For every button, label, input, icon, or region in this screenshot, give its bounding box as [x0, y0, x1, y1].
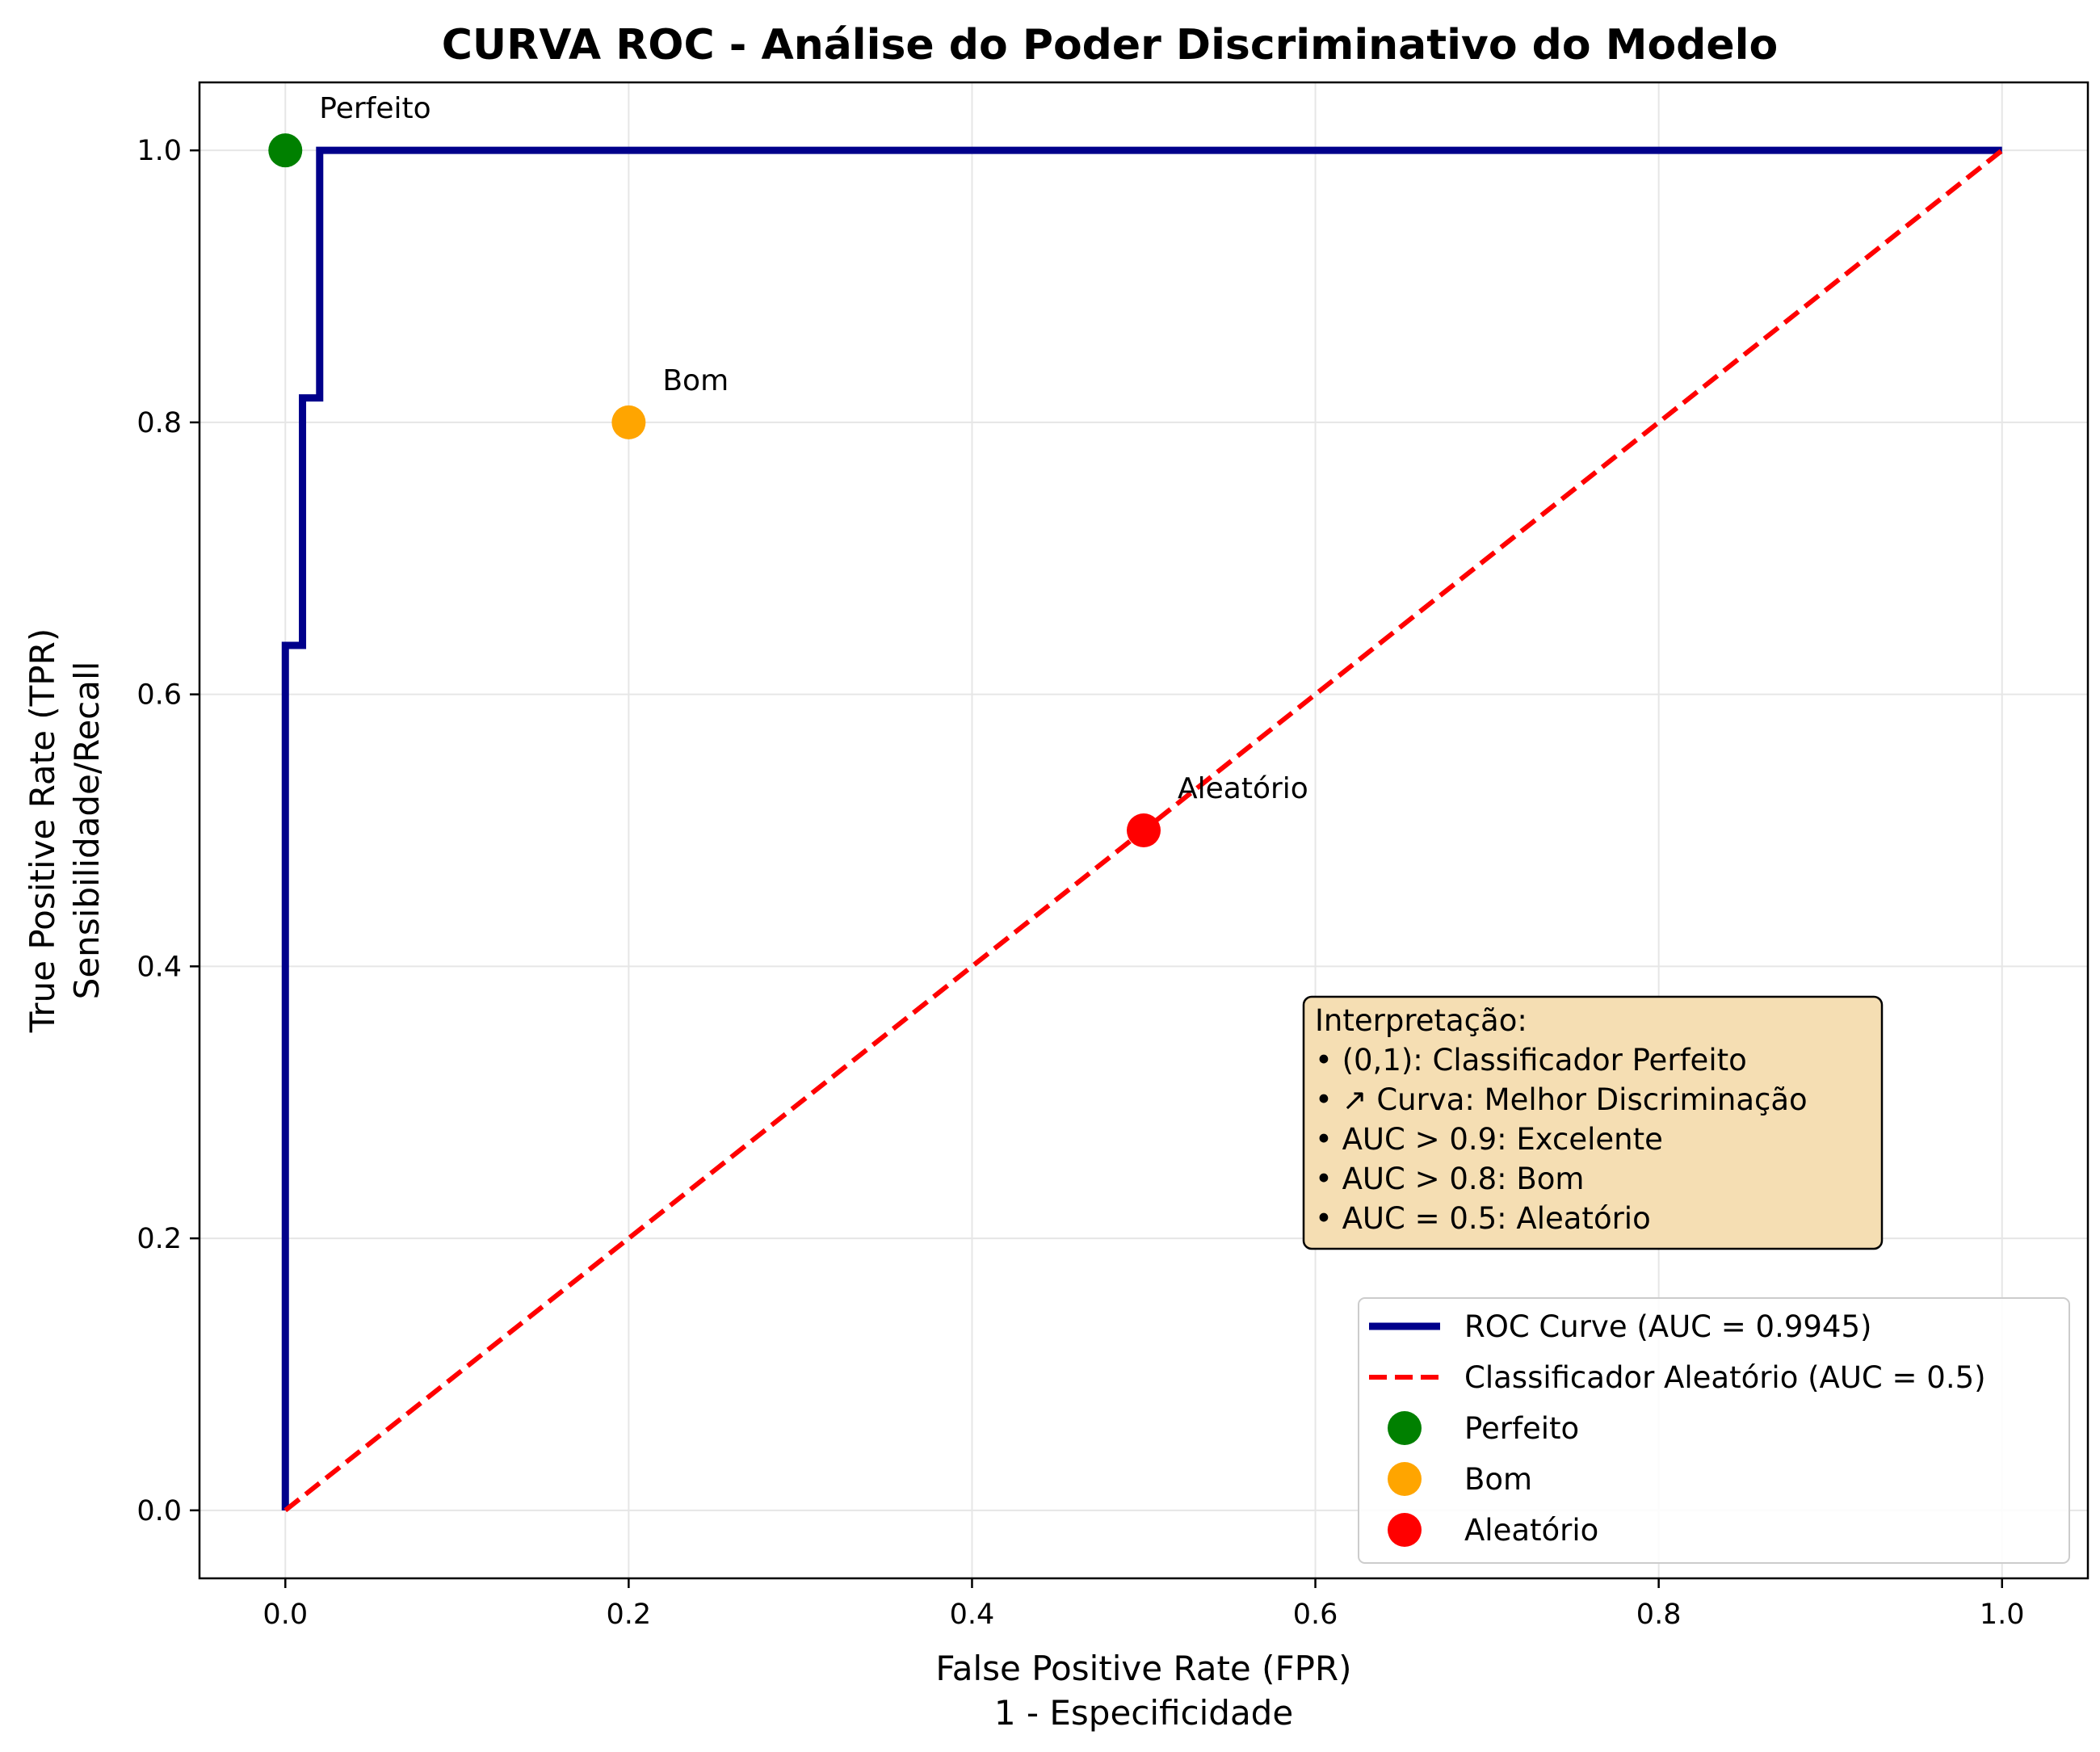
x-tick-label: 0.0 [262, 1599, 308, 1631]
roc-curve-line [281, 146, 2002, 1510]
point-bom [611, 405, 646, 439]
legend-frame [1358, 1297, 2070, 1564]
point-markers: Perfeito Bom Aleatório [268, 92, 1308, 847]
legend-label: Perfeito [1464, 1411, 1579, 1446]
x-axis-label-secondary: 1 - Especificidade [994, 1693, 1293, 1733]
legend-label: ROC Curve (AUC = 0.9945) [1464, 1309, 1871, 1344]
point-aleatrio [1127, 813, 1161, 847]
interpretation-box-background [1302, 995, 1884, 1250]
interpretation-line: • ↗ Curva: Melhor Discriminação [1315, 1082, 1808, 1117]
x-tick-label: 0.8 [1636, 1599, 1682, 1631]
y-tick-label: 0.0 [136, 1495, 182, 1527]
point-perfeito [268, 133, 303, 168]
y-tick-label: 0.2 [136, 1223, 182, 1255]
x-tick-label: 1.0 [1980, 1599, 2025, 1631]
interpretation-line: • AUC = 0.5: Aleatório [1315, 1201, 1651, 1236]
point-label: Aleatório [1178, 772, 1308, 805]
interpretation-line: • AUC > 0.9: Excelente [1315, 1122, 1663, 1157]
interpretation-box: Interpretação: • (0,1): Classificador Per… [1302, 995, 1884, 1250]
legend-swatch-point [1388, 1513, 1422, 1547]
x-tick-label: 0.4 [950, 1599, 995, 1631]
legend-label: Bom [1464, 1462, 1532, 1497]
x-axis: 0.0 0.2 0.4 0.6 0.8 1.0 [262, 1578, 2025, 1631]
legend-swatch-point [1388, 1411, 1422, 1445]
plot-frame [198, 81, 2090, 1580]
point-label: Perfeito [319, 92, 430, 125]
legend-swatch-point [1388, 1462, 1422, 1496]
y-tick-label: 1.0 [136, 135, 182, 167]
y-tick-label: 0.8 [136, 407, 182, 439]
y-tick-label: 0.4 [136, 951, 182, 983]
chart-title: CURVA ROC - Análise do Poder Discriminat… [442, 21, 1778, 69]
y-axis-label: True Positive Rate (TPR) [23, 628, 62, 1033]
legend: ROC Curve (AUC = 0.9945) Classificador Al… [1358, 1297, 2070, 1564]
point-label: Bom [662, 364, 729, 397]
interpretation-line: • (0,1): Classificador Perfeito [1315, 1043, 1747, 1078]
y-axis-label-secondary: Sensibilidade/Recall [67, 662, 107, 1000]
x-tick-label: 0.6 [1293, 1599, 1338, 1631]
x-tick-label: 0.2 [607, 1599, 652, 1631]
legend-label: Classificador Aleatório (AUC = 0.5) [1464, 1360, 1986, 1395]
y-tick-label: 0.6 [136, 679, 182, 712]
x-axis-label: False Positive Rate (FPR) [935, 1649, 1351, 1688]
y-axis: 0.0 0.2 0.4 0.6 0.8 1.0 [136, 135, 200, 1527]
interpretation-line: Interpretação: [1315, 1003, 1527, 1038]
interpretation-line: • AUC > 0.8: Bom [1315, 1162, 1584, 1196]
legend-label: Aleatório [1464, 1513, 1598, 1548]
